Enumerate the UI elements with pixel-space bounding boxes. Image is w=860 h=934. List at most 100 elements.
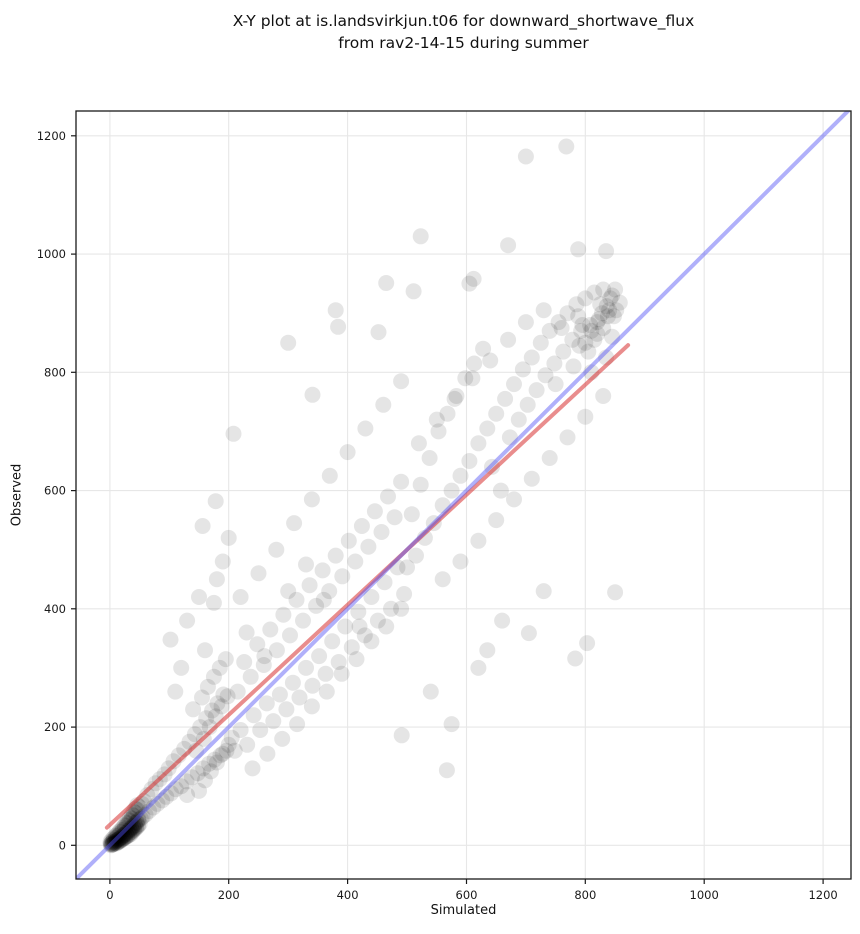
data-point	[132, 810, 149, 827]
data-point	[517, 148, 534, 165]
data-point	[211, 659, 228, 676]
data-point	[497, 390, 514, 407]
plot-title-line1: X-Y plot at is.landsvirkjun.t06 for down…	[232, 12, 695, 30]
data-point	[220, 736, 237, 753]
data-point	[128, 819, 144, 835]
data-point	[232, 589, 249, 605]
data-point	[108, 834, 125, 851]
data-point	[298, 556, 314, 573]
data-point	[598, 243, 615, 260]
data-point	[443, 716, 460, 733]
y-tick-label: 1000	[37, 247, 66, 261]
data-point	[535, 302, 552, 319]
data-point	[167, 683, 184, 700]
data-point	[541, 450, 558, 466]
data-point	[145, 799, 162, 816]
data-point	[116, 817, 133, 834]
data-point	[457, 370, 474, 387]
data-point	[558, 138, 575, 155]
data-point	[112, 832, 128, 849]
data-point	[547, 376, 564, 393]
data-point	[158, 788, 175, 805]
data-point	[535, 583, 552, 600]
data-point	[366, 503, 383, 520]
data-point	[102, 833, 119, 850]
y-tick-label: 200	[44, 720, 66, 734]
data-point	[112, 833, 128, 850]
data-point	[206, 751, 223, 768]
data-point	[275, 606, 292, 623]
data-point	[356, 627, 373, 644]
data-point	[205, 668, 222, 685]
data-point	[126, 821, 143, 838]
data-point	[594, 305, 610, 322]
data-point	[178, 773, 195, 790]
data-point	[602, 290, 619, 307]
data-point	[109, 828, 126, 845]
data-point	[124, 823, 141, 840]
data-point	[107, 830, 124, 847]
data-point	[304, 386, 321, 403]
data-point	[282, 627, 298, 644]
data-point	[601, 302, 618, 319]
data-point	[565, 358, 582, 375]
scatter-points	[102, 138, 628, 854]
y-tick-labels: 0 200 400 600 800 1000 1200	[37, 129, 66, 852]
data-point	[220, 529, 237, 546]
data-point	[225, 425, 242, 442]
data-point	[103, 837, 120, 854]
data-point	[214, 553, 231, 570]
data-point	[249, 636, 266, 653]
data-point	[244, 760, 261, 777]
data-point	[375, 396, 392, 413]
data-point	[422, 683, 439, 700]
data-point	[383, 600, 399, 617]
data-point	[500, 331, 517, 348]
data-point	[209, 695, 226, 712]
data-point	[343, 639, 360, 656]
y-tick-label: 600	[44, 484, 66, 498]
data-point	[129, 818, 146, 835]
data-point	[607, 281, 624, 298]
data-point	[412, 476, 429, 493]
data-point	[114, 827, 131, 844]
data-point	[571, 337, 588, 354]
data-point	[262, 621, 279, 638]
data-point	[215, 686, 232, 703]
data-point	[207, 708, 224, 725]
data-point	[607, 584, 624, 601]
data-point	[121, 821, 138, 838]
data-point	[567, 650, 584, 667]
data-point	[255, 657, 272, 673]
data-point	[448, 388, 465, 404]
data-point	[370, 324, 387, 341]
data-point	[289, 716, 306, 733]
data-point	[568, 296, 585, 313]
data-point	[304, 677, 321, 694]
data-point	[134, 808, 151, 825]
data-point	[124, 822, 141, 839]
data-point	[104, 833, 121, 850]
data-point	[102, 836, 119, 853]
data-point	[113, 821, 130, 838]
data-point	[106, 835, 123, 852]
data-point	[208, 571, 225, 588]
data-point	[340, 532, 357, 549]
data-point	[315, 591, 332, 608]
data-point	[118, 817, 135, 834]
data-point	[214, 745, 231, 762]
data-point	[219, 688, 236, 705]
data-point	[217, 651, 234, 668]
data-point	[348, 651, 365, 668]
data-point	[192, 719, 209, 736]
data-point	[443, 482, 460, 499]
data-point	[327, 302, 344, 319]
x-tick-label: 600	[456, 888, 478, 902]
data-point	[126, 817, 143, 834]
data-point	[201, 755, 218, 772]
data-point	[517, 314, 534, 331]
data-point	[110, 830, 127, 847]
data-point	[116, 827, 133, 844]
data-point	[202, 763, 219, 780]
